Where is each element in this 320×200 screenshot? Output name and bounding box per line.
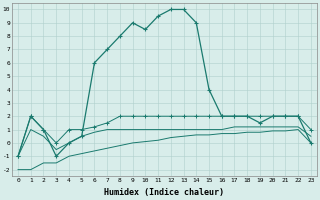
X-axis label: Humidex (Indice chaleur): Humidex (Indice chaleur) — [104, 188, 224, 197]
